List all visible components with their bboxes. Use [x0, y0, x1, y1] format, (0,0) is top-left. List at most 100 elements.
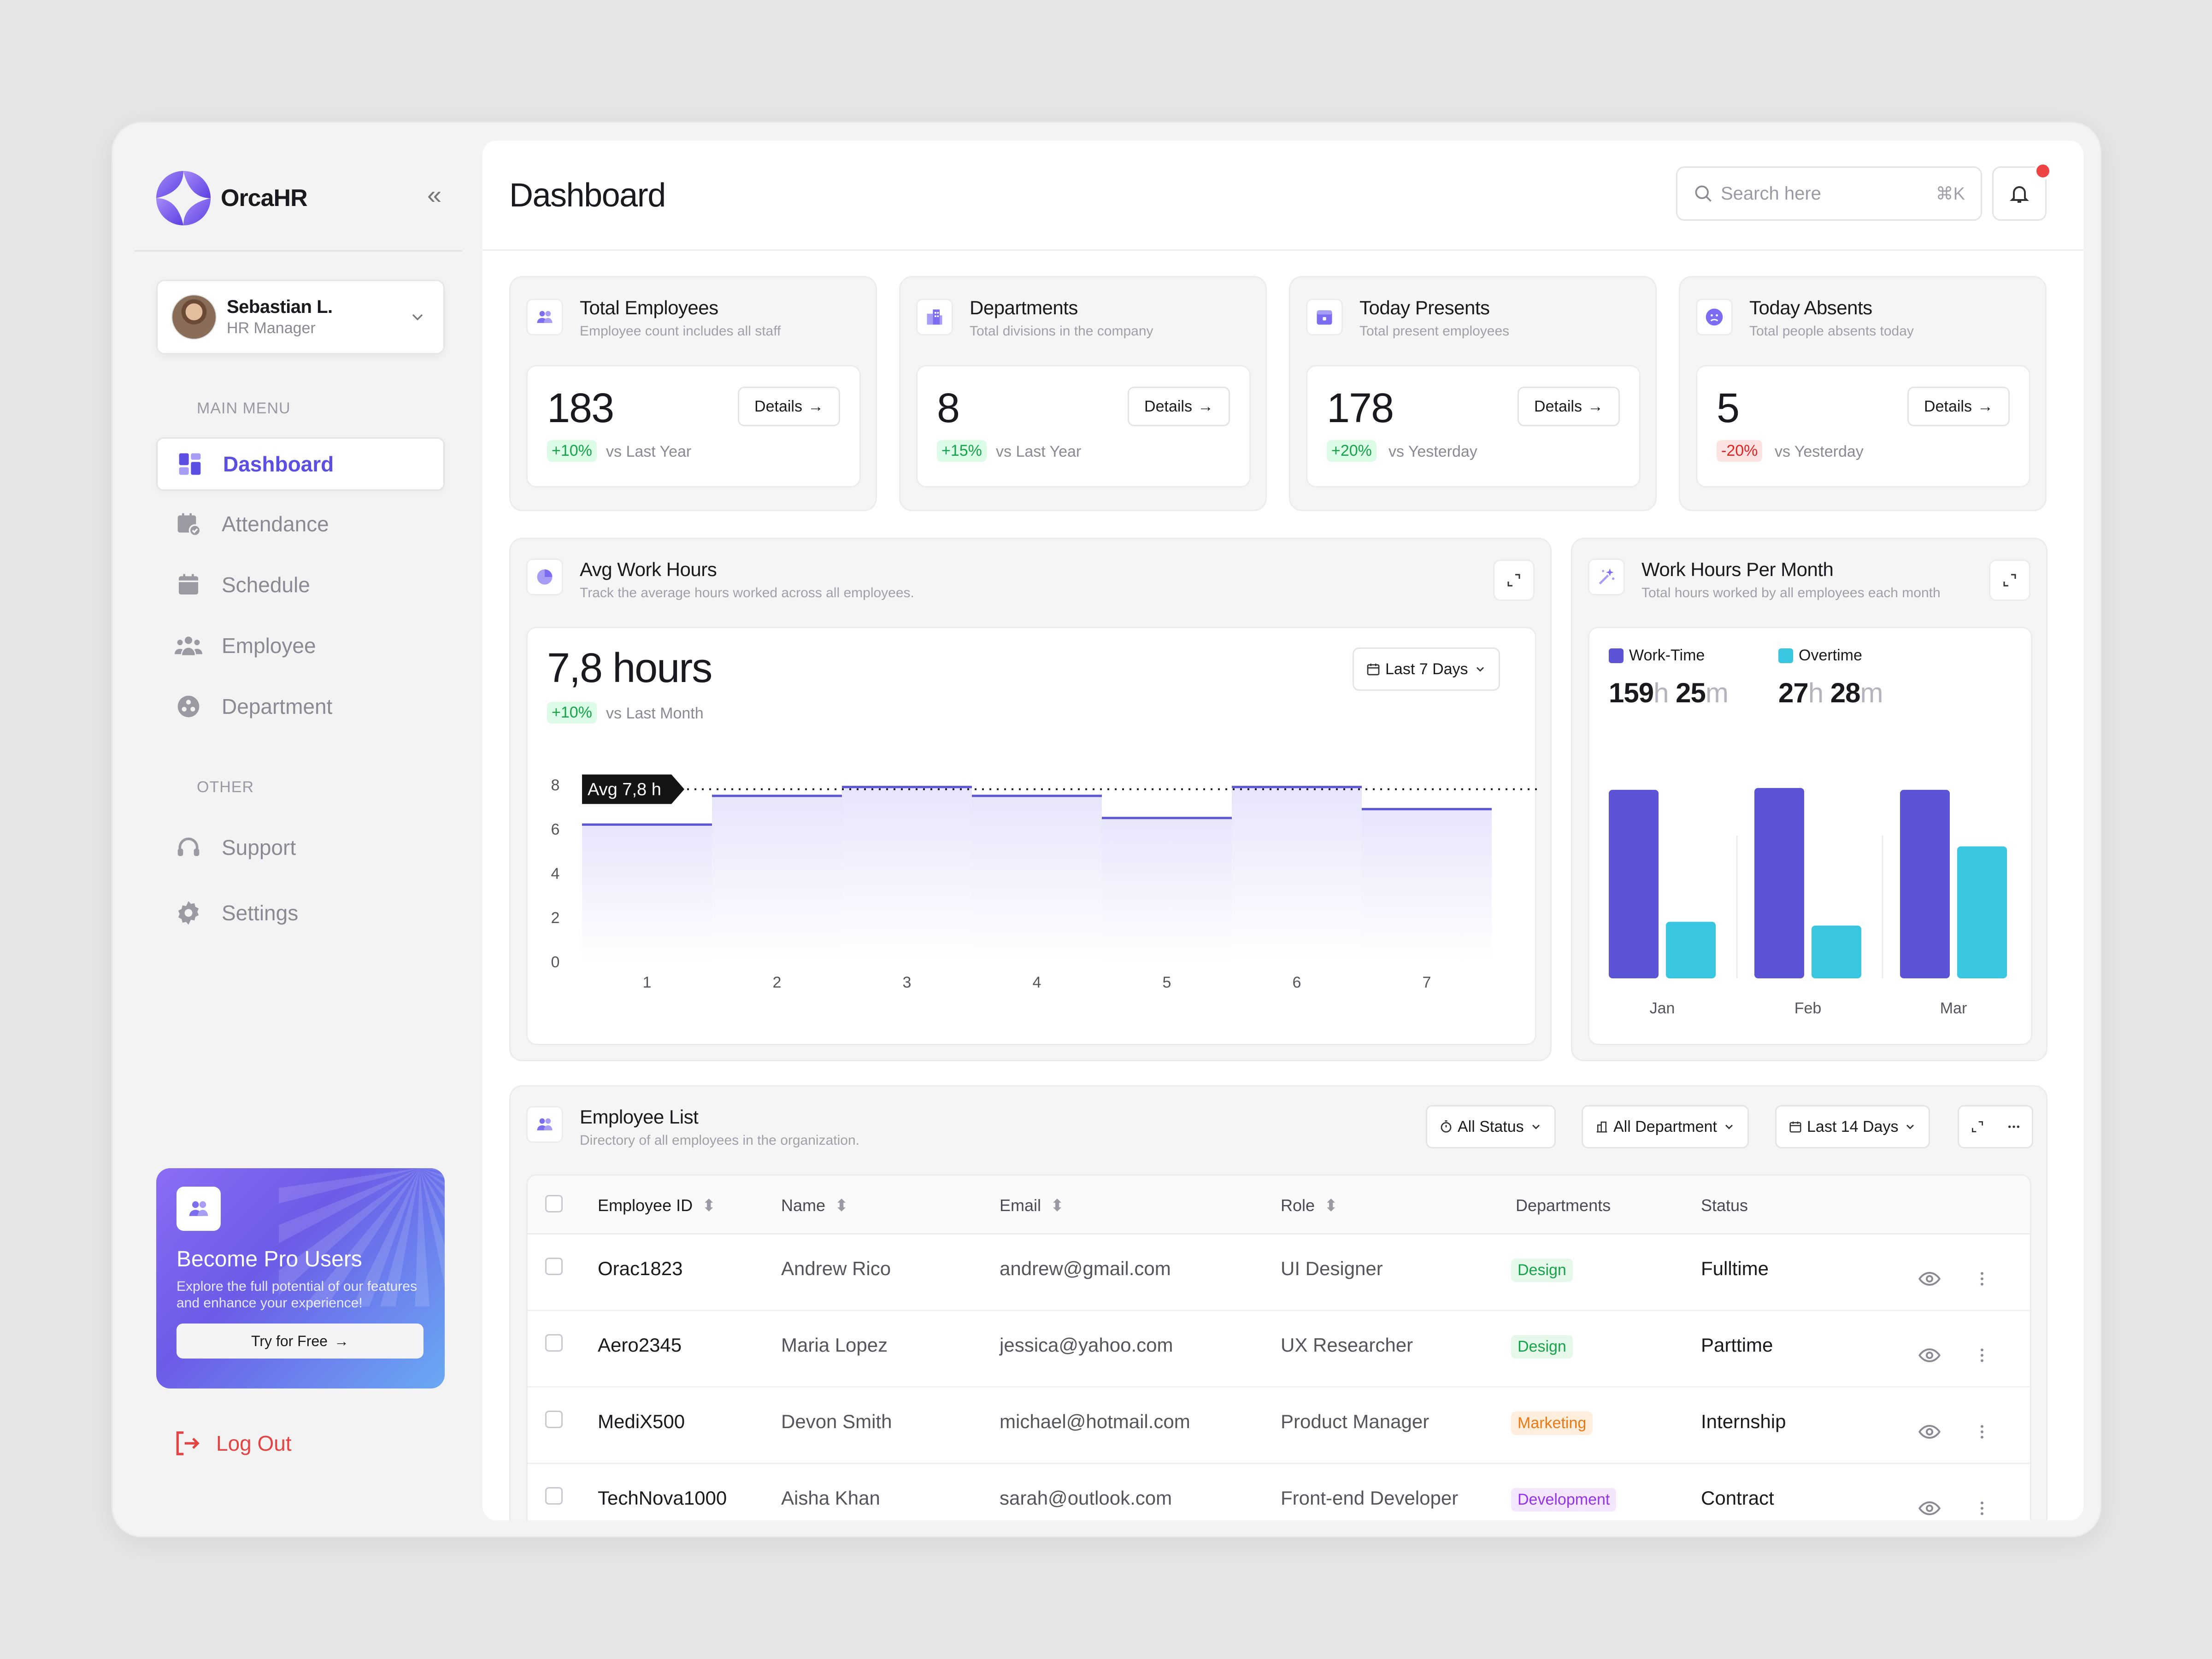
headset-icon	[175, 834, 202, 861]
logout-button[interactable]: Log Out	[173, 1429, 292, 1458]
more-vertical-icon[interactable]	[1973, 1420, 1991, 1444]
panel-title: Avg Work Hours	[580, 559, 717, 580]
column-label: Email	[1000, 1196, 1041, 1215]
change-badge: +15%	[937, 440, 987, 462]
sidebar-item-employee[interactable]: Employee	[156, 619, 445, 672]
column-header-employee-id[interactable]: Employee ID ⬍	[598, 1196, 716, 1215]
calendar-icon	[1306, 299, 1343, 335]
sidebar-item-schedule[interactable]: Schedule	[156, 558, 445, 612]
bar-overtime	[1812, 925, 1861, 978]
avg-work-hours-chart: 0 2 4 6 8 1 2 3 4 5 6 7 Avg 7,8 h	[551, 774, 1538, 991]
sidebar-divider	[134, 250, 462, 252]
more-vertical-icon[interactable]	[1973, 1496, 1991, 1520]
eye-icon[interactable]	[1918, 1420, 1941, 1444]
eye-icon[interactable]	[1918, 1343, 1941, 1367]
sidebar-item-settings[interactable]: Settings	[156, 886, 445, 940]
avg-chart-body: 7,8 hours +10% vs Last Month Last 7 Days…	[526, 627, 1538, 1045]
table-header: Employee ID ⬍ Name ⬍ Email ⬍ Role ⬍ Depa…	[528, 1176, 2030, 1235]
table-row[interactable]: Aero2345 Maria Lopez jessica@yahoo.com UX R…	[528, 1311, 2030, 1388]
compare-text: vs Yesterday	[1775, 443, 1864, 460]
sidebar-item-label: Attendance	[222, 512, 329, 536]
details-button[interactable]: Details →	[1128, 387, 1230, 426]
search-input[interactable]: Search here ⌘K	[1676, 166, 1982, 221]
people-icon	[176, 1187, 221, 1231]
change-badge: +10%	[547, 702, 597, 724]
bar-overtime	[1957, 846, 2007, 978]
sidebar-item-attendance[interactable]: Attendance	[156, 497, 445, 551]
chevron-down-icon	[1725, 1124, 1733, 1130]
try-for-free-button[interactable]: Try for Free →	[176, 1324, 424, 1359]
change-badge: +20%	[1327, 440, 1377, 462]
cell-status: Parttime	[1701, 1334, 1773, 1356]
sidebar-item-dashboard[interactable]: Dashboard	[156, 437, 445, 491]
x-tick-label: 3	[903, 974, 912, 991]
x-tick-label: 1	[643, 974, 652, 991]
expand-button[interactable]	[1989, 559, 2030, 601]
more-vertical-icon[interactable]	[1973, 1343, 1991, 1367]
arrow-right-icon: →	[1587, 397, 1603, 415]
chevron-down-icon	[1532, 1124, 1540, 1130]
column-header-email[interactable]: Email ⬍	[1000, 1196, 1064, 1215]
area-segment	[1102, 818, 1232, 962]
sidebar-item-support[interactable]: Support	[156, 821, 445, 874]
user-card[interactable]: Sebastian L. HR Manager	[156, 280, 445, 354]
collapse-sidebar-icon[interactable]: «	[427, 180, 442, 209]
building-icon	[1596, 1121, 1607, 1133]
date-range-dropdown[interactable]: Last 14 Days	[1775, 1105, 1930, 1148]
table-actions	[1958, 1105, 2033, 1148]
stat-value: 5	[1717, 385, 1740, 431]
brand[interactable]: OrcaHR	[156, 171, 308, 225]
legend-swatch	[1778, 648, 1793, 663]
stat-value: 178	[1327, 385, 1394, 431]
department-filter-dropdown[interactable]: All Department	[1582, 1105, 1749, 1148]
expand-icon[interactable]	[1970, 1119, 1985, 1134]
details-button[interactable]: Details →	[738, 387, 840, 426]
row-checkbox[interactable]	[545, 1487, 563, 1505]
cell-id: Aero2345	[598, 1334, 682, 1356]
x-tick-label: 7	[1423, 974, 1431, 991]
cell-id: MediX500	[598, 1411, 685, 1432]
row-checkbox[interactable]	[545, 1334, 563, 1352]
hours-unit: h	[1653, 677, 1669, 708]
dashboard-icon	[176, 450, 204, 478]
building-icon	[916, 299, 953, 335]
clock-icon	[526, 559, 563, 595]
area-segment	[712, 796, 842, 962]
department-badge: Design	[1511, 1259, 1573, 1282]
table-row[interactable]: MediX500 Devon Smith michael@hotmail.com Pr…	[528, 1388, 2030, 1464]
x-tick-label: 2	[773, 974, 782, 991]
row-checkbox[interactable]	[545, 1411, 563, 1428]
status-filter-dropdown[interactable]: All Status	[1426, 1105, 1556, 1148]
cell-name: Aisha Khan	[781, 1487, 880, 1509]
more-vertical-icon[interactable]	[1973, 1267, 1991, 1291]
cell-role: Product Manager	[1281, 1411, 1430, 1432]
sidebar: OrcaHR « Sebastian L. HR Manager MAIN ME…	[113, 123, 482, 1536]
avg-work-hours-panel: Avg Work Hours Track the average hours w…	[509, 538, 1552, 1061]
notifications-button[interactable]	[1992, 162, 2052, 221]
bar-overtime	[1666, 922, 1716, 978]
card-title: Today Absents	[1749, 297, 1872, 318]
y-tick-label: 0	[551, 953, 560, 971]
expand-button[interactable]	[1493, 559, 1535, 601]
table-row[interactable]: TechNova1000 Aisha Khan sarah@outlook.com F…	[528, 1464, 2030, 1520]
column-header-role[interactable]: Role ⬍	[1281, 1196, 1338, 1215]
eye-icon[interactable]	[1918, 1267, 1941, 1291]
sidebar-item-label: Department	[222, 694, 333, 718]
row-checkbox[interactable]	[545, 1258, 563, 1275]
sort-icon: ⬍	[835, 1196, 849, 1215]
expand-icon	[2003, 574, 2016, 587]
sidebar-item-department[interactable]: Department	[156, 680, 445, 733]
eye-icon[interactable]	[1918, 1496, 1941, 1520]
details-button[interactable]: Details →	[1907, 387, 2010, 426]
table-row[interactable]: Orac1823 Andrew Rico andrew@gmail.com UI De…	[528, 1235, 2030, 1311]
card-title: Departments	[970, 297, 1078, 318]
calendar-icon	[1367, 664, 1380, 676]
cell-id: TechNova1000	[598, 1487, 727, 1509]
column-header-name[interactable]: Name ⬍	[781, 1196, 848, 1215]
details-button[interactable]: Details →	[1518, 387, 1620, 426]
range-dropdown[interactable]: Last 7 Days	[1353, 647, 1500, 691]
select-all-checkbox[interactable]	[545, 1195, 563, 1212]
panel-subtitle: Track the average hours worked across al…	[580, 585, 914, 600]
more-horizontal-icon[interactable]	[2006, 1119, 2021, 1134]
area-segment	[1362, 809, 1492, 962]
